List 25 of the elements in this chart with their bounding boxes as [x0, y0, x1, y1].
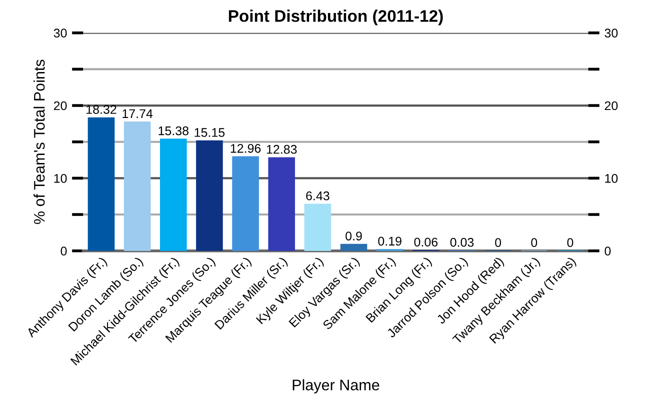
y-tick-label: 20 — [54, 101, 67, 110]
data-label: 0 — [567, 238, 574, 247]
data-label: 0.19 — [378, 236, 402, 246]
data-label: 15.15 — [194, 128, 225, 137]
y2-tick-label: 30 — [604, 28, 618, 38]
y2-tick-label: 0 — [604, 246, 611, 256]
y2-tick-label: 10 — [605, 174, 618, 183]
data-label: 6.43 — [306, 191, 330, 200]
data-label: 0.06 — [414, 238, 438, 247]
data-label: 0.03 — [450, 238, 474, 247]
y-axis-title: % of Team's Total Points — [34, 60, 45, 224]
chart-title: Point Distribution (2011-12) — [228, 10, 443, 26]
data-label: 0.9 — [346, 232, 362, 240]
data-label: 0 — [495, 238, 502, 247]
x-axis-title: Player Name — [292, 379, 380, 394]
data-label: 12.96 — [230, 144, 261, 153]
y2-tick-label: 20 — [604, 101, 618, 110]
data-label: 12.83 — [266, 144, 297, 154]
data-label: 15.38 — [158, 126, 188, 136]
y-tick-label: 30 — [54, 28, 67, 38]
data-label: 17.74 — [122, 109, 153, 118]
y-tick-label: 0 — [60, 246, 67, 256]
y-tick-label: 10 — [54, 174, 67, 183]
data-label: 0 — [531, 238, 538, 247]
data-label: 18.32 — [86, 105, 116, 114]
